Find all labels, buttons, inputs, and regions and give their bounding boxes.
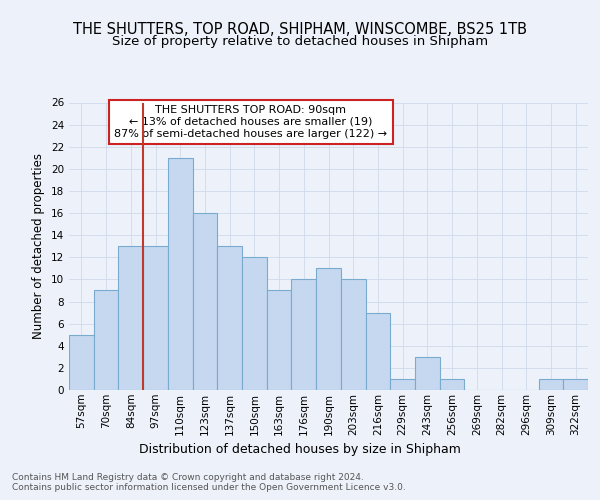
Bar [440, 379, 464, 390]
Text: THE SHUTTERS TOP ROAD: 90sqm
← 13% of detached houses are smaller (19)
87% of se: THE SHUTTERS TOP ROAD: 90sqm ← 13% of de… [114, 106, 387, 138]
Bar [292, 280, 316, 390]
Bar [365, 312, 390, 390]
Text: Size of property relative to detached houses in Shipham: Size of property relative to detached ho… [112, 35, 488, 48]
Bar [69, 334, 94, 390]
Bar [217, 246, 242, 390]
Bar [316, 268, 341, 390]
Bar [341, 280, 365, 390]
Bar [94, 290, 118, 390]
Bar [242, 258, 267, 390]
Bar [563, 379, 588, 390]
Bar [415, 357, 440, 390]
Bar [390, 379, 415, 390]
Text: Distribution of detached houses by size in Shipham: Distribution of detached houses by size … [139, 442, 461, 456]
Bar [168, 158, 193, 390]
Bar [267, 290, 292, 390]
Bar [143, 246, 168, 390]
Text: Contains HM Land Registry data © Crown copyright and database right 2024.
Contai: Contains HM Land Registry data © Crown c… [12, 472, 406, 492]
Bar [193, 213, 217, 390]
Text: THE SHUTTERS, TOP ROAD, SHIPHAM, WINSCOMBE, BS25 1TB: THE SHUTTERS, TOP ROAD, SHIPHAM, WINSCOM… [73, 22, 527, 38]
Bar [539, 379, 563, 390]
Y-axis label: Number of detached properties: Number of detached properties [32, 153, 46, 340]
Bar [118, 246, 143, 390]
